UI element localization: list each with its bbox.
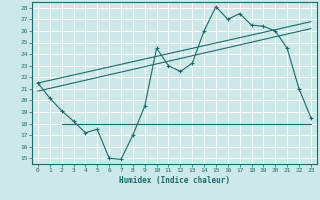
X-axis label: Humidex (Indice chaleur): Humidex (Indice chaleur) [119,176,230,185]
